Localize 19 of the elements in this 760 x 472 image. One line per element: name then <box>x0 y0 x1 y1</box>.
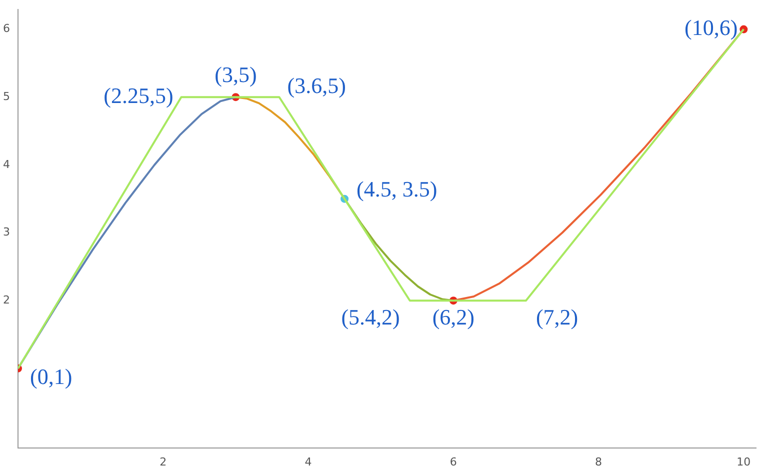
annotation: (6,2) <box>432 304 474 330</box>
annotation: (0,1) <box>30 364 72 390</box>
x-tick-label: 4 <box>304 455 312 468</box>
annotation: (7,2) <box>536 304 578 330</box>
y-tick-label: 4 <box>3 158 10 171</box>
annotation: (3.6,5) <box>287 72 346 98</box>
annotation: (4.5, 3.5) <box>356 176 438 202</box>
y-tick-label: 6 <box>3 22 10 36</box>
x-tick-label: 2 <box>160 455 167 468</box>
x-tick-label: 6 <box>450 455 457 468</box>
x-tick-label: 8 <box>595 455 602 468</box>
y-tick-label: 5 <box>3 90 10 103</box>
annotation: (2.25,5) <box>104 82 174 108</box>
annotation: (3,5) <box>214 62 257 87</box>
annotation: (10,6) <box>684 15 738 40</box>
y-tick-label: 3 <box>3 226 10 239</box>
x-tick-label: 10 <box>736 455 751 468</box>
annotation: (5.4,2) <box>341 304 400 330</box>
y-tick-label: 2 <box>3 293 10 306</box>
